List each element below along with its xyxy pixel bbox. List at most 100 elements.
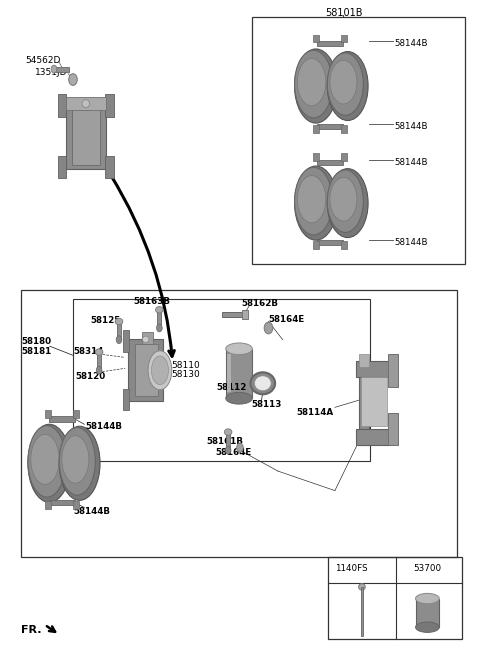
- Ellipse shape: [251, 373, 275, 394]
- Bar: [388, 354, 398, 386]
- Ellipse shape: [82, 100, 90, 108]
- Text: 58164E: 58164E: [268, 315, 305, 324]
- Text: 58144B: 58144B: [394, 157, 428, 167]
- Bar: [122, 389, 129, 411]
- Bar: [341, 125, 347, 133]
- Text: 53700: 53700: [413, 564, 442, 573]
- Bar: [341, 153, 347, 161]
- Bar: [242, 310, 248, 319]
- Ellipse shape: [416, 622, 439, 632]
- Ellipse shape: [330, 177, 357, 221]
- Text: 58144B: 58144B: [86, 422, 123, 432]
- Ellipse shape: [51, 65, 57, 73]
- Ellipse shape: [115, 318, 123, 325]
- Bar: [73, 501, 79, 509]
- Bar: [49, 417, 75, 422]
- Ellipse shape: [226, 343, 252, 355]
- Ellipse shape: [151, 356, 168, 384]
- Text: 1351JD: 1351JD: [35, 68, 68, 77]
- Bar: [49, 500, 75, 505]
- Text: 58114A: 58114A: [296, 408, 333, 417]
- Text: 58144B: 58144B: [394, 122, 428, 131]
- Text: 58120: 58120: [75, 373, 105, 381]
- Bar: [222, 312, 242, 317]
- Bar: [313, 153, 319, 161]
- Text: 58163B: 58163B: [134, 297, 171, 306]
- Ellipse shape: [59, 428, 96, 495]
- Ellipse shape: [148, 351, 172, 390]
- Ellipse shape: [298, 176, 326, 223]
- Bar: [73, 298, 371, 461]
- Bar: [142, 332, 153, 344]
- Bar: [117, 321, 121, 340]
- Bar: [21, 290, 457, 557]
- Text: 58162B: 58162B: [241, 298, 278, 308]
- Ellipse shape: [96, 349, 103, 356]
- Ellipse shape: [224, 429, 232, 436]
- Text: 58314: 58314: [73, 347, 104, 356]
- Bar: [54, 66, 69, 72]
- Ellipse shape: [28, 424, 71, 502]
- Ellipse shape: [225, 446, 231, 454]
- Bar: [317, 41, 343, 47]
- Bar: [66, 97, 106, 110]
- Bar: [341, 35, 347, 43]
- Ellipse shape: [295, 51, 333, 118]
- Bar: [317, 239, 343, 245]
- Bar: [58, 155, 66, 178]
- Bar: [135, 344, 158, 396]
- Bar: [356, 361, 392, 377]
- Bar: [341, 241, 347, 249]
- Text: 58113: 58113: [251, 400, 281, 409]
- Ellipse shape: [295, 166, 337, 240]
- Text: 58144B: 58144B: [394, 39, 428, 49]
- Bar: [227, 354, 231, 392]
- Ellipse shape: [327, 53, 363, 115]
- Bar: [317, 159, 343, 165]
- Bar: [45, 501, 51, 509]
- Bar: [359, 361, 369, 445]
- Bar: [360, 587, 363, 636]
- Ellipse shape: [327, 170, 363, 232]
- Polygon shape: [66, 104, 106, 169]
- Bar: [157, 310, 161, 328]
- Ellipse shape: [237, 443, 243, 452]
- Text: 58181: 58181: [22, 347, 52, 356]
- Ellipse shape: [327, 52, 368, 121]
- Ellipse shape: [327, 169, 368, 237]
- Ellipse shape: [62, 436, 89, 483]
- Bar: [105, 155, 114, 178]
- Ellipse shape: [156, 324, 162, 332]
- Text: 58144B: 58144B: [73, 507, 110, 516]
- Ellipse shape: [254, 376, 271, 391]
- Bar: [72, 107, 100, 165]
- Ellipse shape: [330, 60, 357, 104]
- Bar: [313, 125, 319, 133]
- Ellipse shape: [295, 49, 337, 123]
- Ellipse shape: [116, 336, 122, 344]
- Ellipse shape: [31, 434, 59, 484]
- Ellipse shape: [59, 426, 100, 501]
- Ellipse shape: [359, 584, 365, 590]
- Text: 58144B: 58144B: [394, 237, 428, 247]
- Text: 58101B: 58101B: [325, 8, 363, 18]
- Text: 1140FS: 1140FS: [335, 564, 368, 573]
- Ellipse shape: [69, 73, 77, 85]
- Bar: [317, 124, 343, 129]
- Ellipse shape: [143, 336, 149, 342]
- Text: 58164E: 58164E: [216, 449, 252, 457]
- Text: 58125: 58125: [91, 316, 121, 325]
- Ellipse shape: [264, 322, 273, 334]
- Bar: [73, 410, 79, 418]
- Text: 58110: 58110: [171, 361, 200, 369]
- Bar: [122, 330, 129, 352]
- Text: 58112: 58112: [216, 383, 247, 392]
- Text: 58161B: 58161B: [207, 438, 244, 446]
- Bar: [328, 557, 462, 639]
- Bar: [416, 598, 439, 627]
- Text: FR.: FR.: [21, 625, 41, 635]
- Ellipse shape: [226, 392, 252, 404]
- Text: 58180: 58180: [22, 337, 52, 346]
- Ellipse shape: [295, 167, 333, 235]
- Bar: [252, 17, 466, 264]
